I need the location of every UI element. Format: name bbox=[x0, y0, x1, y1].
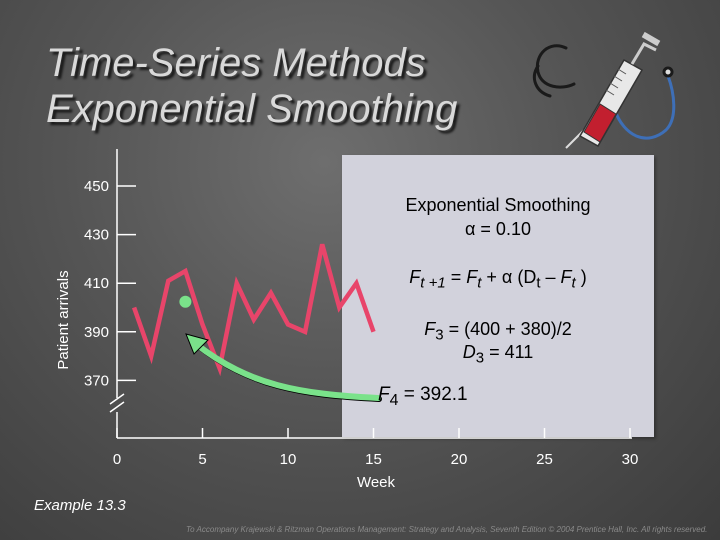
formula-f1: F bbox=[409, 267, 421, 287]
info-heading: Exponential Smoothing bbox=[342, 194, 654, 216]
y-tick-label-370: 370 bbox=[84, 372, 109, 389]
slide-title-line2: Exponential Smoothing bbox=[46, 87, 458, 131]
formula-f3: F bbox=[560, 267, 572, 287]
x-tick-label-0: 0 bbox=[113, 451, 121, 468]
forecast-sub: 4 bbox=[389, 391, 399, 409]
calc-sub: 3 bbox=[435, 326, 444, 344]
x-ticks: 0 5 10 15 20 25 30 bbox=[113, 428, 639, 468]
y-tick-label-430: 430 bbox=[84, 227, 109, 244]
forecast-callout: F4 = 392.1 bbox=[378, 384, 468, 410]
slide-title-line1: Time-Series Methods bbox=[46, 41, 426, 85]
formula-s4: t bbox=[571, 274, 576, 292]
y-axis-title: Patient arrivals bbox=[55, 270, 72, 369]
medical-clipart bbox=[533, 31, 676, 149]
formula: Ft +1 = Ft + α (Dt – Ft ) bbox=[342, 266, 654, 295]
x-tick-label-30: 30 bbox=[622, 451, 639, 468]
formula-eq: = bbox=[445, 267, 467, 287]
alpha-value-text: α = 0.10 bbox=[465, 219, 531, 239]
formula-f2: F bbox=[466, 267, 478, 287]
calc-line: F3 = (400 + 380)/2 bbox=[342, 318, 654, 347]
syringe-icon bbox=[565, 31, 661, 149]
x-tick-label-5: 5 bbox=[198, 451, 206, 468]
info-heading-text: Exponential Smoothing bbox=[405, 195, 591, 215]
x-tick-label-10: 10 bbox=[280, 451, 297, 468]
x-axis-title: Week bbox=[357, 474, 396, 491]
stethoscope-icon bbox=[533, 44, 676, 140]
demand-sub: 3 bbox=[475, 349, 485, 367]
slide-title: Time-Series Methods Exponential Smoothin… bbox=[46, 40, 457, 132]
formula-s2: t bbox=[477, 274, 482, 292]
x-tick-label-25: 25 bbox=[536, 451, 553, 468]
formula-s3: t bbox=[536, 274, 541, 292]
formula-s1: t +1 bbox=[420, 274, 446, 292]
y-tick-label-390: 390 bbox=[84, 324, 109, 341]
axis-break-top bbox=[109, 393, 125, 405]
demand-line: D3 = 411 bbox=[342, 341, 654, 370]
y-tick-label-410: 410 bbox=[84, 275, 109, 292]
series-line bbox=[131, 243, 376, 377]
alpha-value: α = 0.10 bbox=[342, 218, 654, 240]
x-tick-label-20: 20 bbox=[451, 451, 468, 468]
axis-break-bottom bbox=[109, 401, 125, 413]
y-tick-label-450: 450 bbox=[84, 178, 109, 195]
highlight-point bbox=[179, 295, 192, 308]
example-label: Example 13.3 bbox=[34, 497, 126, 514]
calc-rest: = (400 + 380)/2 bbox=[443, 319, 572, 339]
demand-rest: = 411 bbox=[484, 342, 534, 362]
y-ticks: 450 430 410 390 370 bbox=[84, 178, 136, 389]
forecast-f: F bbox=[378, 384, 390, 405]
formula-minus: – bbox=[540, 267, 561, 287]
forecast-rest: = 392.1 bbox=[398, 384, 468, 405]
info-box bbox=[342, 155, 654, 437]
formula-close: ) bbox=[575, 267, 587, 287]
footer-copyright: To Accompany Krajewski & Ritzman Operati… bbox=[186, 525, 708, 534]
formula-mid: + α (D bbox=[481, 267, 537, 287]
x-tick-label-15: 15 bbox=[365, 451, 382, 468]
forecast-arrow bbox=[185, 333, 381, 401]
demand-d: D bbox=[462, 342, 476, 362]
calc-f: F bbox=[424, 319, 436, 339]
